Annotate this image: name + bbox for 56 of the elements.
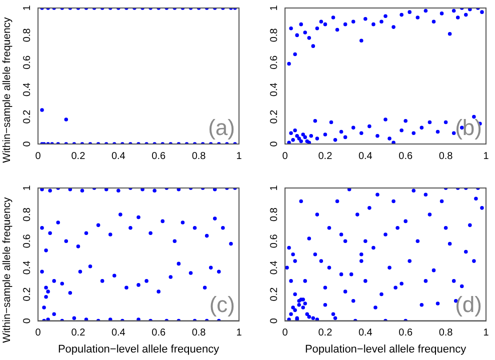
x-tick-label: 0.8 [192, 328, 206, 339]
x-tick-label: 1 [236, 150, 242, 162]
y-tick-label: 0.4 [22, 260, 33, 275]
y-tick-label: 0.8 [268, 207, 280, 222]
x-axis-title: Population−level allele frequency [304, 343, 467, 356]
annotation: (c) [209, 292, 235, 317]
y-tick-label: 1 [268, 184, 280, 191]
x-tick-label: 0 [282, 328, 288, 339]
y-tick-label: 0.4 [268, 82, 280, 97]
y-tick-label: 0.2 [268, 109, 280, 124]
annotation: (d) [455, 292, 482, 317]
x-tick-label: 0.6 [152, 150, 166, 162]
y-tick-label: 0.6 [268, 55, 280, 70]
x-tick-label: 0.2 [71, 328, 86, 339]
x-tick-label: 0.4 [358, 328, 373, 339]
x-tick-label: 0.2 [71, 150, 86, 162]
x-tick-label: 1 [483, 150, 490, 162]
annotation: (b) [455, 115, 482, 140]
y-tick-label: 0.2 [22, 109, 33, 124]
x-tick-label: 0.6 [398, 150, 413, 162]
y-tick-label: 0 [268, 318, 280, 324]
x-tick-label: 0.8 [438, 150, 454, 162]
y-tick-label: 0 [268, 140, 280, 147]
x-tick-label: 0 [35, 328, 42, 339]
y-tick-label: 1 [22, 184, 33, 191]
x-tick-label: 0.4 [358, 150, 373, 162]
y-tick-label: 0 [22, 140, 33, 147]
y-axis-title: Within−sample allele frequency [1, 196, 14, 343]
y-tick-label: 0.2 [22, 286, 33, 302]
x-tick-label: 0.6 [398, 328, 413, 339]
y-tick-label: 0.2 [268, 286, 280, 302]
y-tick-label: 0.6 [268, 234, 280, 248]
x-tick-label: 0.4 [111, 150, 126, 162]
x-tick-label: 0 [282, 150, 288, 162]
y-tick-label: 0 [22, 318, 33, 324]
x-tick-label: 0.8 [438, 328, 454, 339]
annotation: (a) [208, 115, 235, 140]
y-tick-label: 1 [268, 4, 280, 11]
x-tick-label: 0.4 [111, 328, 126, 339]
y-tick-label: 0.6 [22, 234, 33, 248]
y-tick-label: 0.4 [268, 260, 280, 275]
y-tick-label: 0.6 [22, 55, 33, 70]
x-axis-title: Population−level allele frequency [58, 343, 220, 356]
x-tick-label: 1 [483, 328, 490, 339]
x-tick-label: 0.8 [192, 150, 206, 162]
y-tick-label: 0.8 [22, 207, 33, 222]
x-tick-label: 0 [35, 150, 42, 162]
x-tick-label: 0.6 [152, 328, 166, 339]
y-tick-label: 0.8 [268, 28, 280, 42]
x-tick-label: 0.2 [318, 328, 333, 339]
y-tick-label: 1 [22, 4, 33, 11]
x-tick-label: 0.2 [318, 150, 333, 162]
y-tick-label: 0.4 [22, 82, 33, 97]
y-axis-title: Within−sample allele frequency [1, 16, 14, 163]
y-tick-label: 0.8 [22, 28, 33, 42]
x-tick-label: 1 [236, 328, 242, 339]
